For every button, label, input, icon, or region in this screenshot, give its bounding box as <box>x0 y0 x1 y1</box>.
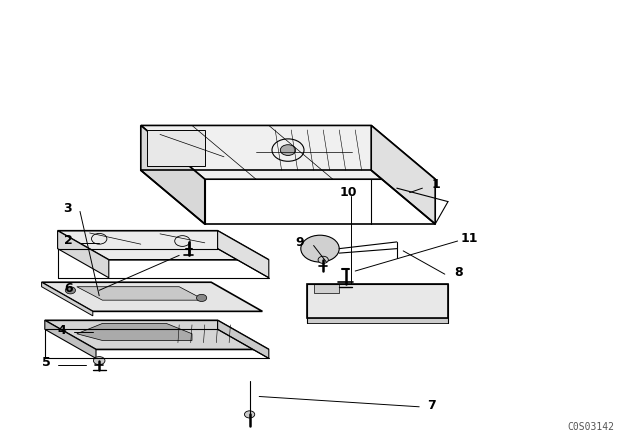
Polygon shape <box>77 323 192 340</box>
Polygon shape <box>371 125 435 224</box>
Polygon shape <box>77 287 205 300</box>
Text: 1: 1 <box>432 178 441 191</box>
Polygon shape <box>42 282 262 311</box>
Text: 2: 2 <box>64 234 73 247</box>
Circle shape <box>182 237 195 246</box>
Circle shape <box>196 294 207 302</box>
Circle shape <box>280 145 296 155</box>
Text: 7: 7 <box>428 399 436 412</box>
Polygon shape <box>141 125 435 179</box>
Circle shape <box>93 357 105 365</box>
Polygon shape <box>141 125 205 224</box>
Polygon shape <box>307 284 448 318</box>
Circle shape <box>318 256 328 263</box>
Circle shape <box>244 411 255 418</box>
Polygon shape <box>42 282 93 316</box>
Polygon shape <box>314 284 339 293</box>
Text: 10: 10 <box>339 186 356 199</box>
Text: 5: 5 <box>42 357 51 370</box>
Text: 11: 11 <box>461 232 478 245</box>
Polygon shape <box>307 318 448 323</box>
Polygon shape <box>58 231 109 278</box>
Polygon shape <box>45 320 96 358</box>
Polygon shape <box>45 320 269 349</box>
Text: C0S03142: C0S03142 <box>568 422 614 432</box>
Circle shape <box>301 235 339 262</box>
Text: 9: 9 <box>296 237 304 250</box>
Text: 3: 3 <box>63 202 71 215</box>
Polygon shape <box>218 320 269 358</box>
Text: 6: 6 <box>64 282 72 295</box>
Polygon shape <box>218 231 269 278</box>
Circle shape <box>65 287 76 294</box>
Text: 8: 8 <box>454 266 463 279</box>
Text: 4: 4 <box>58 324 67 337</box>
Polygon shape <box>58 231 269 260</box>
Polygon shape <box>147 130 205 166</box>
